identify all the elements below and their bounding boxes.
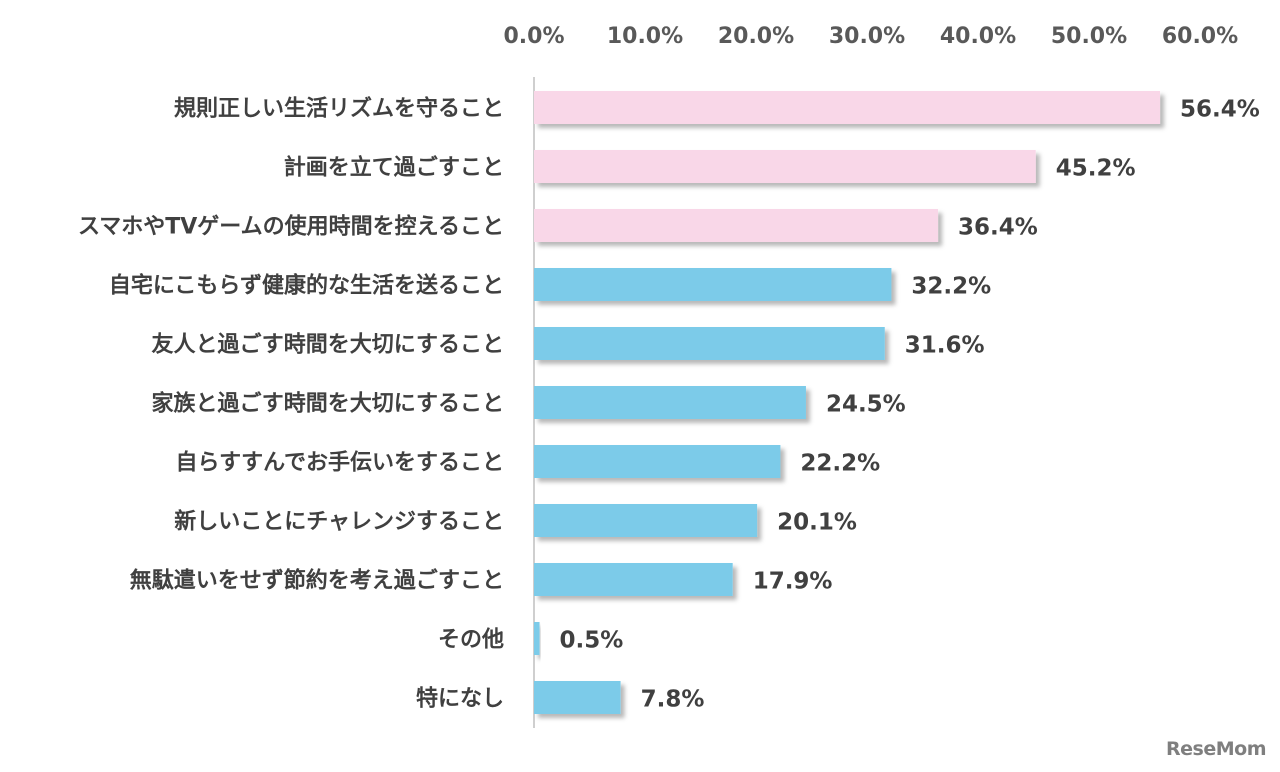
value-label: 0.5% [560, 628, 624, 654]
bar [534, 445, 781, 478]
bars [534, 91, 1161, 714]
x-tick-label: 0.0% [503, 24, 564, 49]
x-tick-label: 30.0% [829, 24, 905, 49]
category-label: その他 [438, 628, 504, 653]
value-label: 32.2% [911, 274, 991, 300]
bar [534, 504, 758, 537]
value-label: 31.6% [905, 333, 985, 359]
x-tick-label: 60.0% [1162, 24, 1238, 49]
bar [534, 563, 733, 596]
category-label: 計画を立て過ごすこと [284, 155, 504, 181]
category-label: 自らすすんでお手伝いをすること [176, 450, 504, 476]
category-label: 自宅にこもらず健康的な生活を送ること [109, 273, 504, 299]
bar [534, 150, 1036, 183]
category-label: 特になし [416, 686, 504, 712]
value-label: 36.4% [958, 215, 1038, 241]
category-label: 無駄遣いをせず節約を考え過ごすこと [130, 568, 504, 594]
category-label: 家族と過ごす時間を大切にすること [152, 391, 504, 417]
category-label: 規則正しい生活リズムを守ること [174, 96, 504, 122]
bar [534, 622, 540, 655]
x-axis-ticks: 0.0% 10.0% 20.0% 30.0% 40.0% 50.0% 60.0% [503, 24, 1238, 49]
bar [534, 681, 621, 714]
bar [534, 91, 1161, 124]
bar [534, 327, 885, 360]
x-tick-label: 20.0% [718, 24, 794, 49]
x-tick-label: 40.0% [940, 24, 1016, 49]
value-label: 24.5% [826, 392, 906, 418]
bar [534, 209, 939, 242]
value-label: 17.9% [753, 569, 833, 595]
category-label: 友人と過ごす時間を大切にすること [152, 332, 504, 358]
value-label: 45.2% [1056, 156, 1136, 182]
x-tick-label: 50.0% [1051, 24, 1127, 49]
value-label: 7.8% [641, 687, 705, 713]
category-label: スマホやTVゲームの使用時間を控えること [78, 214, 504, 240]
bar [534, 386, 806, 419]
value-labels: 56.4% 45.2% 36.4% 32.2% 31.6% 24.5% 22.2% 20.1%… [560, 97, 1260, 713]
bar [534, 268, 892, 301]
value-label: 56.4% [1180, 97, 1260, 123]
category-labels: 規則正しい生活リズムを守ること計画を立て過ごすことスマホやTVゲームの使用時間を… [78, 96, 504, 712]
value-label: 22.2% [800, 451, 880, 477]
category-label: 新しいことにチャレンジすること [174, 509, 504, 535]
x-tick-label: 10.0% [607, 24, 683, 49]
value-label: 20.1% [777, 510, 857, 536]
resemom-logo: ReseMom [1166, 738, 1266, 760]
